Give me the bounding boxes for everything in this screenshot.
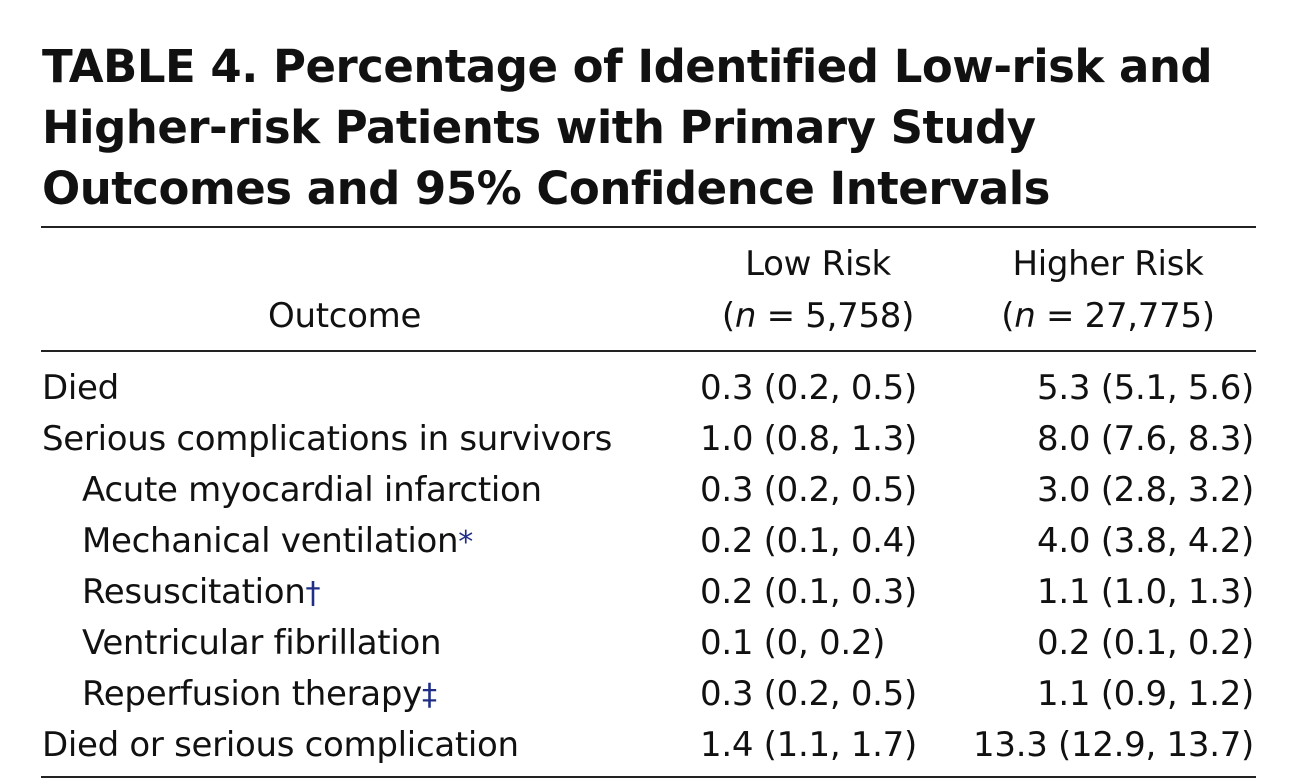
row-label-reperfusion-therapy-text: Reperfusion therapy [82,674,422,714]
row-label-acute-mi: Acute myocardial infarction [82,470,542,510]
bottom-rule [41,776,1256,778]
header-higher-risk-n-open: ( [1001,296,1015,336]
row-high-ventricular-fibrillation: 0.2 (0.1, 0.2) [1037,623,1254,663]
row-high-acute-mi: 3.0 (2.8, 3.2) [1037,470,1254,510]
row-high-died-or-serious-complication: 13.3 (12.9, 13.7) [973,725,1254,765]
row-low-serious-complications: 1.0 (0.8, 1.3) [700,419,917,459]
footnote-mark-double-dagger: ‡ [421,678,437,713]
header-higher-risk: Higher Risk [1012,244,1204,284]
row-label-mechanical-ventilation: Mechanical ventilation* [82,521,473,563]
row-low-died: 0.3 (0.2, 0.5) [700,368,917,408]
header-low-risk-n-value: = 5,758) [756,296,915,336]
table-title: TABLE 4. Percentage of Identified Low-ri… [42,40,1213,215]
row-label-died: Died [42,368,119,408]
header-higher-risk-n-value: = 27,775) [1035,296,1215,336]
row-high-resuscitation: 1.1 (1.0, 1.3) [1037,572,1254,612]
footnote-mark-dagger: † [305,576,321,611]
row-low-resuscitation: 0.2 (0.1, 0.3) [700,572,917,612]
row-low-mechanical-ventilation: 0.2 (0.1, 0.4) [700,521,917,561]
row-label-serious-complications: Serious complications in survivors [42,419,613,459]
row-label-reperfusion-therapy: Reperfusion therapy‡ [82,674,437,716]
row-label-resuscitation: Resuscitation† [82,572,321,614]
header-low-risk-n-var: n [734,296,757,336]
row-high-serious-complications: 8.0 (7.6, 8.3) [1037,419,1254,459]
header-low-risk: Low Risk [745,244,891,284]
row-low-acute-mi: 0.3 (0.2, 0.5) [700,470,917,510]
row-low-reperfusion-therapy: 0.3 (0.2, 0.5) [700,674,917,714]
row-high-mechanical-ventilation: 4.0 (3.8, 4.2) [1037,521,1254,561]
header-rule [41,350,1256,352]
row-high-reperfusion-therapy: 1.1 (0.9, 1.2) [1037,674,1254,714]
row-low-ventricular-fibrillation: 0.1 (0, 0.2) [700,623,886,663]
row-low-died-or-serious-complication: 1.4 (1.1, 1.7) [700,725,917,765]
header-higher-risk-n-var: n [1014,296,1036,336]
header-higher-risk-n: (n = 27,775) [960,296,1256,336]
header-low-risk-n: (n = 5,758) [700,296,936,336]
header-low-risk-n-open: ( [721,296,735,336]
top-rule [41,226,1256,228]
header-outcome: Outcome [268,296,422,336]
row-label-ventricular-fibrillation: Ventricular fibrillation [82,623,442,663]
row-high-died: 5.3 (5.1, 5.6) [1037,368,1254,408]
row-label-resuscitation-text: Resuscitation [82,572,306,612]
footnote-mark-asterisk: * [458,525,473,560]
row-label-died-or-serious-complication: Died or serious complication [42,725,519,765]
row-label-mechanical-ventilation-text: Mechanical ventilation [82,521,459,561]
